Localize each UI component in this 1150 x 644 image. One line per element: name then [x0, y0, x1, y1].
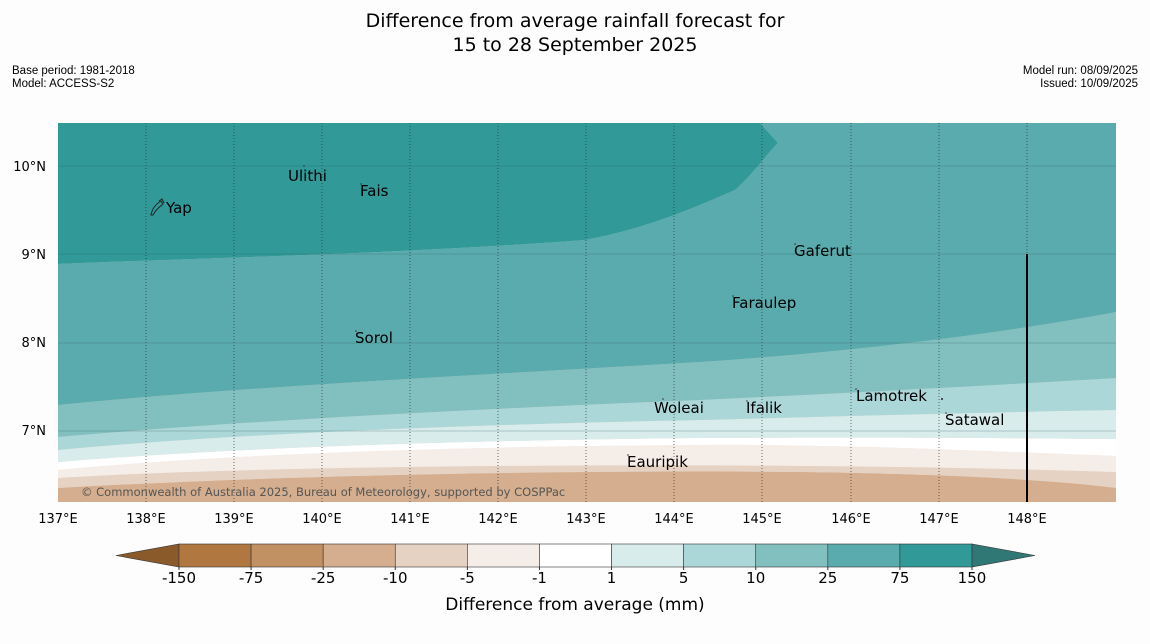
place-marker-eauripik	[627, 454, 629, 456]
band-light-teal	[58, 378, 1116, 450]
yap-island-outline	[150, 200, 164, 216]
lon-label-146e: 146°E	[831, 512, 871, 527]
title-line-2: 15 to 28 September 2025	[452, 34, 698, 56]
place-labels: Yap Ulithi Fais Gaferut Faraulep Sorol W…	[160, 165, 1004, 471]
place-marker-sorol	[355, 330, 357, 332]
base-period: Base period: 1981-2018	[12, 65, 135, 77]
colorbar-tick-label: -10	[383, 569, 408, 587]
lon-label-142e: 142°E	[478, 512, 518, 527]
colorbar-extend-high	[971, 543, 1036, 568]
lat-label-7n: 7°N	[22, 424, 47, 439]
colorbar-tick-label: 150	[958, 569, 987, 587]
place-marker-gaferut	[794, 243, 796, 245]
model-run-date: Model run: 08/09/2025	[1022, 65, 1138, 77]
colorbar-tick-label: 75	[890, 569, 909, 587]
colorbar-segment	[250, 543, 324, 568]
colorbar-segment	[755, 543, 829, 568]
band-very-light-teal	[58, 410, 1116, 462]
colorbar-segment	[827, 543, 901, 568]
band-off-white	[58, 444, 1116, 478]
colorbar-tick-label: 25	[818, 569, 837, 587]
band-pale-tan	[58, 465, 1116, 488]
lon-label-138e: 138°E	[126, 512, 166, 527]
place-label-woleai: Woleai	[654, 399, 704, 417]
lon-label-143e: 143°E	[566, 512, 606, 527]
place-label-lamotrek: Lamotrek	[856, 387, 927, 405]
colorbar-title: Difference from average (mm)	[445, 595, 704, 615]
lon-label-137e: 137°E	[38, 512, 78, 527]
place-label-ulithi: Ulithi	[288, 167, 327, 185]
metadata-right: Model run: 08/09/2025 Issued: 10/09/2025	[1023, 65, 1138, 91]
colorbar: -150 -75 -25 -10 -5 -1 1 5 10 25 75 150	[115, 543, 1036, 587]
colorbar-segment	[683, 543, 757, 568]
colorbar-tick-label: 5	[679, 569, 689, 587]
lat-label-8n: 8°N	[22, 336, 47, 351]
place-marker-ulithi	[303, 165, 305, 167]
issued-date: Issued: 10/09/2025	[1040, 78, 1138, 90]
colorbar-segment	[899, 543, 973, 568]
model-name: Model: ACCESS-S2	[12, 78, 115, 90]
colorbar-tick-label: 1	[607, 569, 617, 587]
colorbar-tick-label: -1	[532, 569, 547, 587]
band-dark-teal	[58, 123, 778, 264]
colorbar-segment	[539, 543, 612, 568]
yap-island-tip	[158, 198, 165, 204]
place-marker-woleai	[662, 398, 664, 400]
colorbar-tick-label: -150	[162, 569, 196, 587]
graticule	[58, 123, 1116, 502]
band-tan	[58, 471, 1116, 502]
place-label-fais: Fais	[360, 182, 389, 200]
band-pale-teal	[58, 312, 1116, 437]
colorbar-tick-label: 10	[746, 569, 765, 587]
colorbar-segment	[322, 543, 396, 568]
colorbar-tick-label: -5	[460, 569, 475, 587]
map-title: Difference from average rainfall forecas…	[0, 9, 1150, 57]
latitude-labels: 10°N 9°N 8°N 7°N	[13, 160, 46, 439]
place-label-sorol: Sorol	[355, 329, 393, 347]
band-white	[58, 437, 1116, 470]
band-mid-teal	[58, 123, 1116, 405]
lon-label-145e: 145°E	[742, 512, 782, 527]
copyright-notice: © Commonwealth of Australia 2025, Bureau…	[81, 485, 565, 499]
longitude-labels: 137°E 138°E 139°E 140°E 141°E 142°E 143°…	[38, 512, 1047, 527]
lat-label-9n: 9°N	[22, 248, 47, 263]
colorbar-extend-low	[115, 543, 180, 568]
rainfall-anomaly-field	[58, 123, 1116, 502]
colorbar-segment	[394, 543, 468, 568]
lon-label-148e: 148°E	[1007, 512, 1047, 527]
place-marker-lamotrek	[855, 388, 857, 390]
title-line-1: Difference from average rainfall forecas…	[365, 10, 785, 32]
colorbar-segment	[467, 543, 540, 568]
place-label-ifalik: Ifalik	[746, 399, 782, 417]
colorbar-segment	[611, 543, 684, 568]
lat-label-10n: 10°N	[13, 160, 46, 175]
lon-label-147e: 147°E	[919, 512, 959, 527]
place-label-eauripik: Eauripik	[627, 453, 688, 471]
lon-label-141e: 141°E	[390, 512, 430, 527]
lon-label-144e: 144°E	[654, 512, 694, 527]
place-marker-islet	[941, 398, 943, 400]
colorbar-tick-label: -75	[239, 569, 264, 587]
metadata-left: Base period: 1981-2018 Model: ACCESS-S2	[12, 65, 135, 91]
colorbar-segment	[178, 543, 252, 568]
place-label-gaferut: Gaferut	[794, 242, 851, 260]
lon-label-139e: 139°E	[214, 512, 254, 527]
place-marker-yap	[160, 205, 162, 207]
place-marker-fais	[360, 183, 362, 185]
place-label-faraulep: Faraulep	[732, 294, 796, 312]
place-label-satawal: Satawal	[945, 411, 1004, 429]
lon-label-140e: 140°E	[302, 512, 342, 527]
place-marker-faraulep	[732, 295, 734, 297]
place-marker-satawal	[945, 412, 947, 414]
place-marker-ifalik	[746, 400, 748, 402]
place-label-yap: Yap	[165, 199, 192, 217]
colorbar-tick-label: -25	[311, 569, 336, 587]
